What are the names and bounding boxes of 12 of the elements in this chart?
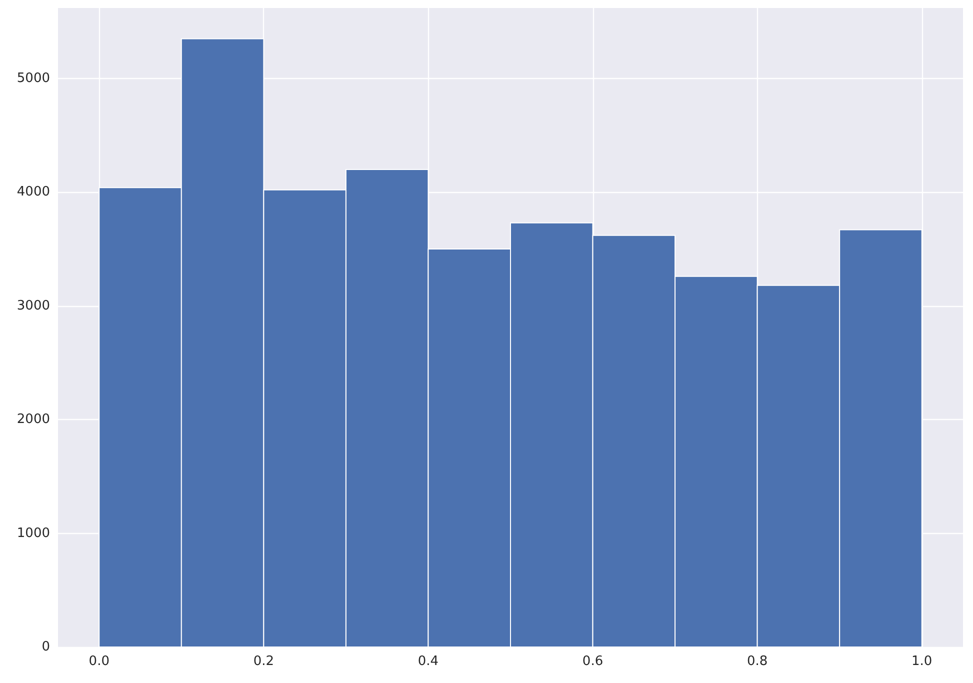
- y-tick-label: 3000: [16, 298, 50, 314]
- x-tick-label: 1.0: [912, 654, 932, 669]
- y-tick-label: 1000: [16, 526, 50, 541]
- x-tick-label: 0.0: [88, 654, 110, 669]
- x-tick-label: 0.8: [746, 654, 768, 669]
- y-tick-label: 4000: [16, 184, 50, 200]
- x-tick-label: 0.2: [253, 654, 274, 669]
- y-tick-label: 0: [42, 640, 50, 654]
- x-tick-label: 0.6: [582, 654, 604, 669]
- y-tick-label: 2000: [16, 412, 50, 428]
- y-tick-label: 5000: [16, 70, 50, 86]
- x-tick-label: 0.4: [418, 654, 439, 669]
